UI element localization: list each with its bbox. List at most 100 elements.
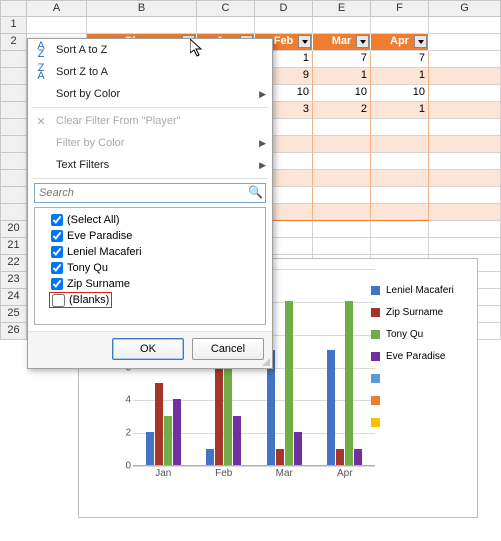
chart-x-axis: JanFebMarApr [133,466,375,484]
chart-bar [327,350,335,465]
resize-grip-icon[interactable] [262,358,270,366]
clear-filter-item: ✕Clear Filter From "Player" [28,110,272,132]
legend-swatch [371,286,380,295]
legend-swatch [371,418,380,427]
x-tick-label: Apr [315,466,376,484]
row-header[interactable]: 26 [0,323,27,340]
filter-option-label: Tony Qu [67,262,108,274]
filter-search-input[interactable] [34,183,266,203]
select-all-corner[interactable] [0,0,27,17]
submenu-arrow-icon: ▶ [259,89,266,100]
chart-legend: Leniel MacaferiZip SurnameTony QuEve Par… [371,279,471,433]
col-header-A[interactable]: A [27,0,87,17]
filter-checkbox[interactable] [51,262,63,274]
row-1: 1 [0,17,501,34]
header-apr[interactable]: Apr [371,34,429,51]
legend-swatch [371,374,380,383]
chart-bar [354,449,362,465]
x-tick-label: Jan [133,466,194,484]
col-header-E[interactable]: E [313,0,371,17]
filter-option[interactable]: (Blanks) [37,292,263,310]
filter-checkbox[interactable] [51,230,63,242]
clear-filter-icon: ✕ [33,113,49,129]
y-tick-label: 2 [125,428,131,439]
col-header-B[interactable]: B [87,0,197,17]
x-tick-label: Mar [254,466,315,484]
filter-search: 🔍 [34,183,266,203]
filter-option-label: Eve Paradise [67,230,132,242]
legend-item [371,389,471,411]
sort-desc-item[interactable]: ZASort Z to A [28,61,272,83]
row-header[interactable]: 20 [0,221,27,238]
legend-item [371,367,471,389]
legend-item: Tony Qu [371,323,471,345]
filter-checkbox[interactable] [52,294,65,307]
filter-option[interactable]: Eve Paradise [37,228,263,244]
ok-button[interactable]: OK [112,338,184,360]
filter-drop-mar[interactable] [356,35,369,48]
legend-item: Leniel Macaferi [371,279,471,301]
filter-drop-feb[interactable] [298,35,311,48]
sort-asc-icon: AZ [33,42,49,58]
chart-bar [146,432,154,465]
filter-by-color-item: Filter by Color▶ [28,132,272,154]
text-filters-item[interactable]: Text Filters▶ [28,154,272,176]
legend-label: Leniel Macaferi [386,285,454,296]
filter-option[interactable]: Tony Qu [37,260,263,276]
chart-bar [155,383,163,465]
sort-desc-icon: ZA [33,64,49,80]
sort-asc-item[interactable]: AZSort A to Z [28,39,272,61]
legend-swatch [371,396,380,405]
legend-label: Tony Qu [386,329,423,340]
row-header[interactable]: 24 [0,289,27,306]
col-header-D[interactable]: D [255,0,313,17]
filter-option-label: (Select All) [67,214,120,226]
menu-separator [32,178,268,179]
row-header-1[interactable]: 1 [0,17,27,34]
autofilter-menu: AZSort A to Z ZASort Z to A Sort by Colo… [27,38,273,369]
cancel-button[interactable]: Cancel [192,338,264,360]
chart-bar [276,449,284,465]
chart-bar [345,301,353,465]
y-tick-label: 4 [125,395,131,406]
chart-bar [173,399,181,465]
y-tick-label: 0 [125,461,131,472]
submenu-arrow-icon: ▶ [259,138,266,149]
filter-option-label: Leniel Macaferi [67,246,142,258]
filter-option-label: Zip Surname [67,278,130,290]
chart-bar [285,301,293,465]
filter-option[interactable]: (Select All) [37,212,263,228]
legend-swatch [371,330,380,339]
filter-values-list[interactable]: (Select All) Eve Paradise Leniel Macaferi T… [34,207,266,325]
row-header[interactable]: 21 [0,238,27,255]
legend-item [371,411,471,433]
filter-checkbox[interactable] [51,214,63,226]
chart-bar [206,449,214,465]
menu-separator [32,107,268,108]
sort-by-color-item[interactable]: Sort by Color▶ [28,83,272,105]
col-header-F[interactable]: F [371,0,429,17]
row-header-2[interactable]: 2 [0,34,27,51]
legend-label: Zip Surname [386,307,443,318]
row-header[interactable]: 23 [0,272,27,289]
filter-option-label: (Blanks) [69,294,109,306]
legend-item: Zip Surname [371,301,471,323]
filter-drop-apr[interactable] [414,35,427,48]
filter-checkbox[interactable] [51,246,63,258]
row-header[interactable]: 25 [0,306,27,323]
legend-swatch [371,352,380,361]
chart-bar [164,416,172,465]
filter-option[interactable]: Zip Surname [37,276,263,292]
chart-bar [233,416,241,465]
row-header[interactable]: 22 [0,255,27,272]
col-header-C[interactable]: C [197,0,255,17]
chart-bar [294,432,302,465]
filter-option[interactable]: Leniel Macaferi [37,244,263,260]
filter-checkbox[interactable] [51,278,63,290]
header-mar[interactable]: Mar [313,34,371,51]
legend-swatch [371,308,380,317]
submenu-arrow-icon: ▶ [259,160,266,171]
chart-bar [336,449,344,465]
col-header-G[interactable]: G [429,0,501,17]
search-icon: 🔍 [248,185,263,199]
